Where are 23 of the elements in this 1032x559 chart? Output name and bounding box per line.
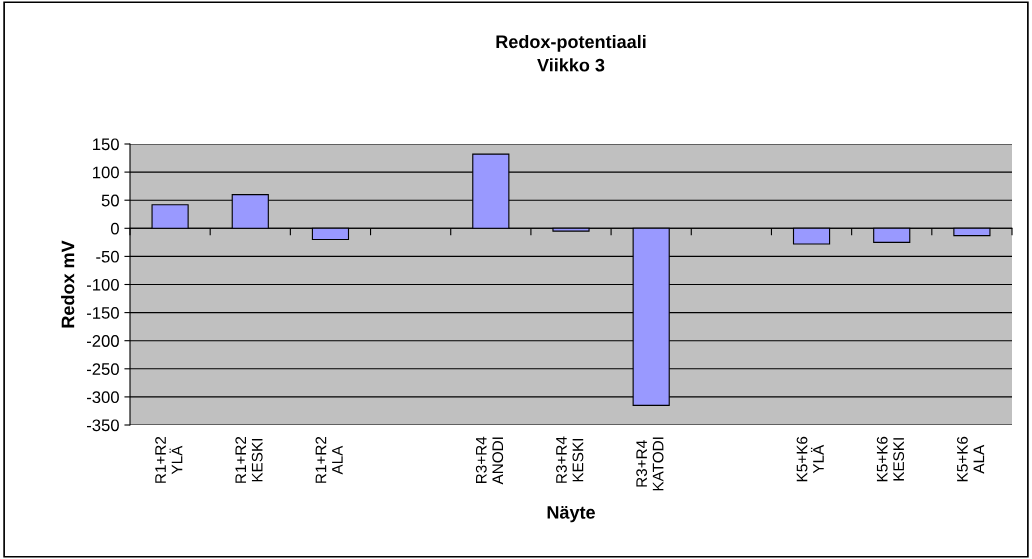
y-tick-label: -300	[86, 391, 119, 404]
y-axis-title: Redox mV	[61, 240, 75, 328]
x-tick-label: R3+R4 ANODI	[475, 436, 504, 485]
y-tick-label: 100	[93, 166, 119, 179]
y-tick-label: 50	[101, 194, 119, 207]
y-tick-label: -150	[86, 307, 119, 319]
chart-title: Redox-potentiaali Viikko 3	[496, 34, 646, 72]
y-tick-label: -200	[86, 335, 119, 347]
x-axis-title: Näyte	[547, 506, 595, 523]
y-tick-label: 150	[93, 138, 119, 151]
x-tick-label: K5+K6 ALA	[956, 436, 985, 482]
x-tick-label: K5+K6 KESKI	[876, 436, 905, 482]
y-tick-label: -50	[96, 250, 119, 263]
x-tick-label: R3+R4 KATODI	[636, 437, 664, 491]
y-tick-label: 0	[110, 222, 119, 235]
x-tick-label: R1+R2 YLÄ	[155, 436, 183, 483]
x-tick-label: R1+R2 ALA	[315, 436, 343, 483]
y-tick-label: -100	[86, 278, 119, 291]
y-tick-label: -250	[86, 363, 119, 375]
x-tick-label: R1+R2 KESKI	[235, 436, 263, 483]
x-tick-label: K5+K6 YLÄ	[796, 436, 824, 482]
y-tick-label: -350	[86, 419, 119, 432]
x-tick-label: R3+R4 KESKI	[556, 436, 584, 483]
